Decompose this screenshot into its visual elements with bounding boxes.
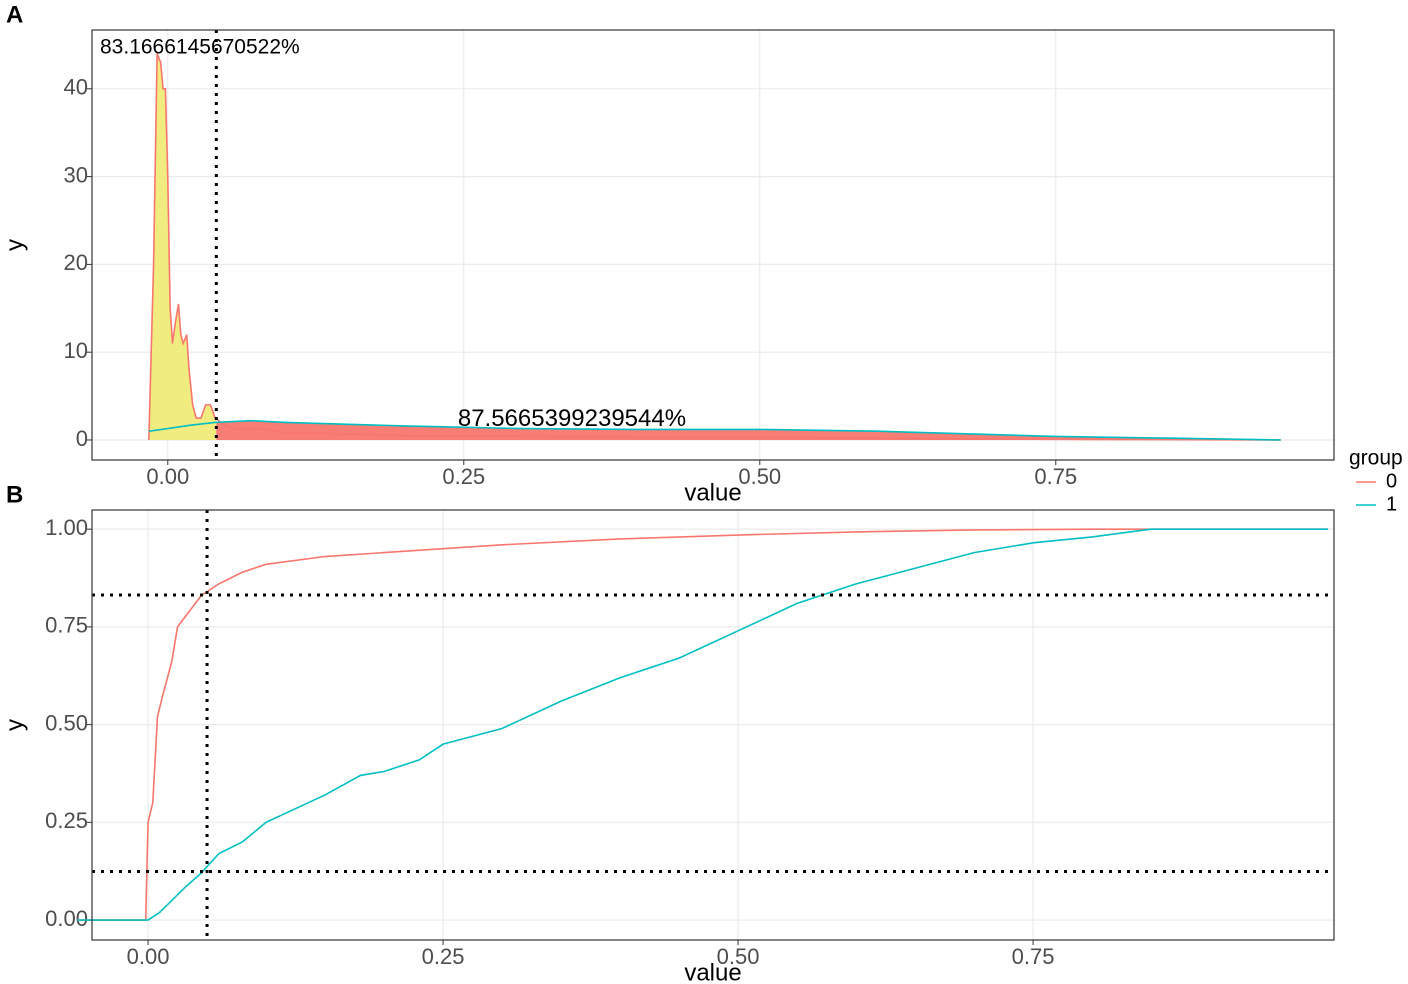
y-tick-label: 1.00 <box>45 515 88 540</box>
legend-label: 0 <box>1386 470 1397 492</box>
y-tick-label: 0.25 <box>45 808 88 833</box>
area-fill <box>216 420 1281 440</box>
x-tick-label: 0.25 <box>422 944 465 969</box>
y-axis-title: y <box>1 719 28 731</box>
series-line <box>148 53 1281 441</box>
x-tick-label: 0.50 <box>717 944 760 969</box>
series-line <box>77 528 1329 921</box>
panel-label: B <box>6 481 23 508</box>
x-axis-title: value <box>684 479 741 506</box>
y-tick-label: 0.00 <box>45 906 88 931</box>
x-tick-label: 0.00 <box>146 464 189 489</box>
y-tick-label: 0.75 <box>45 613 88 638</box>
y-tick-label: 0 <box>76 426 88 451</box>
y-tick-label: 20 <box>64 250 88 275</box>
x-tick-label: 0.25 <box>442 464 485 489</box>
x-tick-label: 0.50 <box>738 464 781 489</box>
panel-border <box>91 29 1335 461</box>
annotation: 87.5665399239544% <box>458 405 686 432</box>
x-axis-title: value <box>684 959 741 984</box>
x-tick-label: 0.75 <box>1012 944 1055 969</box>
x-tick-label: 0.00 <box>127 944 170 969</box>
y-tick-label: 40 <box>64 75 88 100</box>
y-tick-label: 10 <box>64 338 88 363</box>
panel-label: A <box>6 1 23 28</box>
area-fill <box>148 53 217 440</box>
legend-label: 1 <box>1386 493 1397 515</box>
y-tick-label: 30 <box>64 162 88 187</box>
panel-border <box>91 509 1335 941</box>
y-tick-label: 0.50 <box>45 710 88 735</box>
plot-background <box>92 30 1334 460</box>
series-line <box>77 528 1329 921</box>
series-line <box>148 419 1281 441</box>
x-tick-label: 0.75 <box>1034 464 1077 489</box>
legend-title: group <box>1349 447 1403 470</box>
y-axis-title: y <box>1 239 28 251</box>
annotation: 83.1666145670522% <box>100 36 300 59</box>
